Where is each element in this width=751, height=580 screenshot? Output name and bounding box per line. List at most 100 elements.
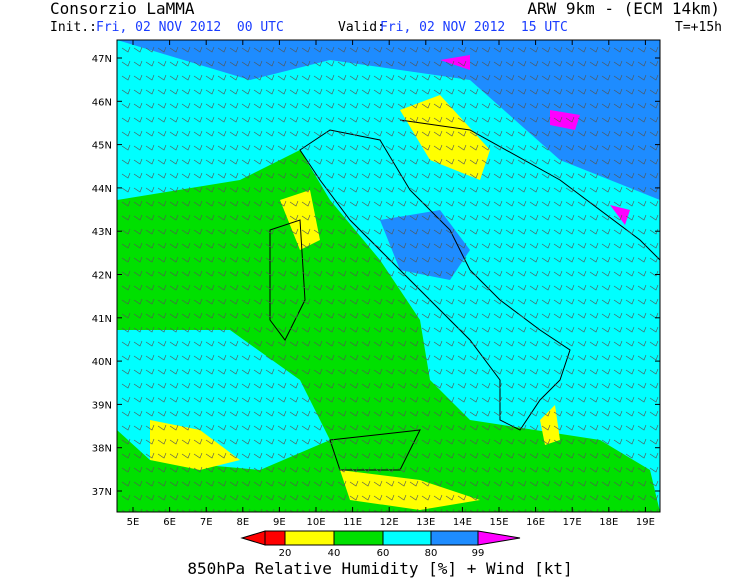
wind-barb — [277, 186, 287, 193]
wind-barb — [325, 396, 335, 403]
wind-barb — [649, 214, 659, 221]
wind-barb — [181, 172, 191, 179]
valid-value: Fri, 02 NOV 2012 15 UTC — [380, 20, 568, 35]
wind-barb — [313, 410, 323, 417]
wind-barb — [565, 340, 575, 347]
wind-barb — [649, 200, 659, 207]
wind-barb — [433, 312, 443, 319]
wind-barb — [577, 228, 587, 235]
wind-barb — [613, 340, 623, 347]
wind-barb — [265, 326, 275, 333]
wind-barb — [217, 340, 227, 347]
wind-barb — [541, 312, 551, 319]
wind-barb — [637, 452, 647, 459]
wind-barb — [553, 60, 563, 67]
wind-barb — [589, 396, 599, 403]
wind-barb — [157, 158, 167, 165]
lon-label: 19E — [636, 517, 655, 528]
wind-barb — [157, 494, 167, 501]
wind-barb — [457, 60, 467, 67]
wind-barb — [121, 228, 131, 235]
wind-barb — [601, 452, 611, 459]
wind-barb — [385, 88, 395, 95]
wind-barb — [241, 424, 251, 431]
wind-barb — [481, 46, 491, 53]
wind-barb — [481, 242, 491, 249]
wind-barb — [145, 452, 155, 459]
wind-barb — [193, 396, 203, 403]
wind-barb — [265, 256, 275, 263]
wind-barb — [337, 46, 347, 53]
wind-barb — [361, 116, 371, 123]
colorbar-label: 80 — [425, 548, 438, 559]
wind-barb — [145, 270, 155, 277]
wind-barb — [637, 130, 647, 137]
wind-barb — [265, 396, 275, 403]
wind-barb — [565, 284, 575, 291]
wind-barb — [145, 214, 155, 221]
wind-barb — [649, 284, 659, 291]
wind-barb — [637, 46, 647, 53]
wind-barb — [313, 256, 323, 263]
wind-barb — [361, 214, 371, 221]
wind-barb — [409, 270, 419, 277]
wind-barb — [193, 354, 203, 361]
wind-barb — [565, 354, 575, 361]
wind-barb — [469, 480, 479, 487]
wind-barb — [373, 270, 383, 277]
wind-barb — [133, 326, 143, 333]
wind-barb — [361, 172, 371, 179]
wind-barb — [493, 340, 503, 347]
wind-barb — [457, 172, 467, 179]
wind-barb — [481, 326, 491, 333]
wind-barb — [229, 340, 239, 347]
wind-barb — [637, 214, 647, 221]
wind-barb — [145, 326, 155, 333]
wind-barb — [397, 102, 407, 109]
wind-barb — [493, 326, 503, 333]
wind-barb — [217, 494, 227, 501]
wind-barb — [361, 74, 371, 81]
wind-barb — [469, 74, 479, 81]
wind-barb — [565, 410, 575, 417]
wind-barb — [589, 298, 599, 305]
wind-barb — [601, 312, 611, 319]
wind-barb — [313, 466, 323, 473]
wind-barb — [385, 368, 395, 375]
wind-barb — [241, 298, 251, 305]
wind-barb — [397, 368, 407, 375]
wind-barb — [253, 242, 263, 249]
wind-barb — [133, 172, 143, 179]
wind-barb — [337, 354, 347, 361]
wind-barb — [649, 382, 659, 389]
wind-barb — [349, 354, 359, 361]
wind-barb — [265, 284, 275, 291]
wind-barb — [565, 228, 575, 235]
wind-barb — [193, 480, 203, 487]
wind-barb — [181, 410, 191, 417]
wind-barb — [253, 130, 263, 137]
wind-barb — [253, 200, 263, 207]
field-yellow — [340, 470, 480, 510]
wind-barb — [625, 158, 635, 165]
wind-barb — [601, 396, 611, 403]
wind-barb — [457, 326, 467, 333]
wind-barb — [625, 298, 635, 305]
wind-barb — [637, 494, 647, 501]
wind-barb — [613, 214, 623, 221]
wind-barb — [517, 312, 527, 319]
wind-barb — [265, 424, 275, 431]
wind-barb — [517, 466, 527, 473]
wind-barb — [217, 130, 227, 137]
wind-barb — [349, 494, 359, 501]
wind-barb — [157, 368, 167, 375]
wind-barb — [625, 256, 635, 263]
wind-barb — [445, 130, 455, 137]
wind-barb — [541, 102, 551, 109]
wind-barb — [193, 256, 203, 263]
wind-barb — [313, 228, 323, 235]
wind-barb — [313, 396, 323, 403]
wind-barb — [277, 494, 287, 501]
wind-barb — [601, 340, 611, 347]
wind-barb — [145, 466, 155, 473]
